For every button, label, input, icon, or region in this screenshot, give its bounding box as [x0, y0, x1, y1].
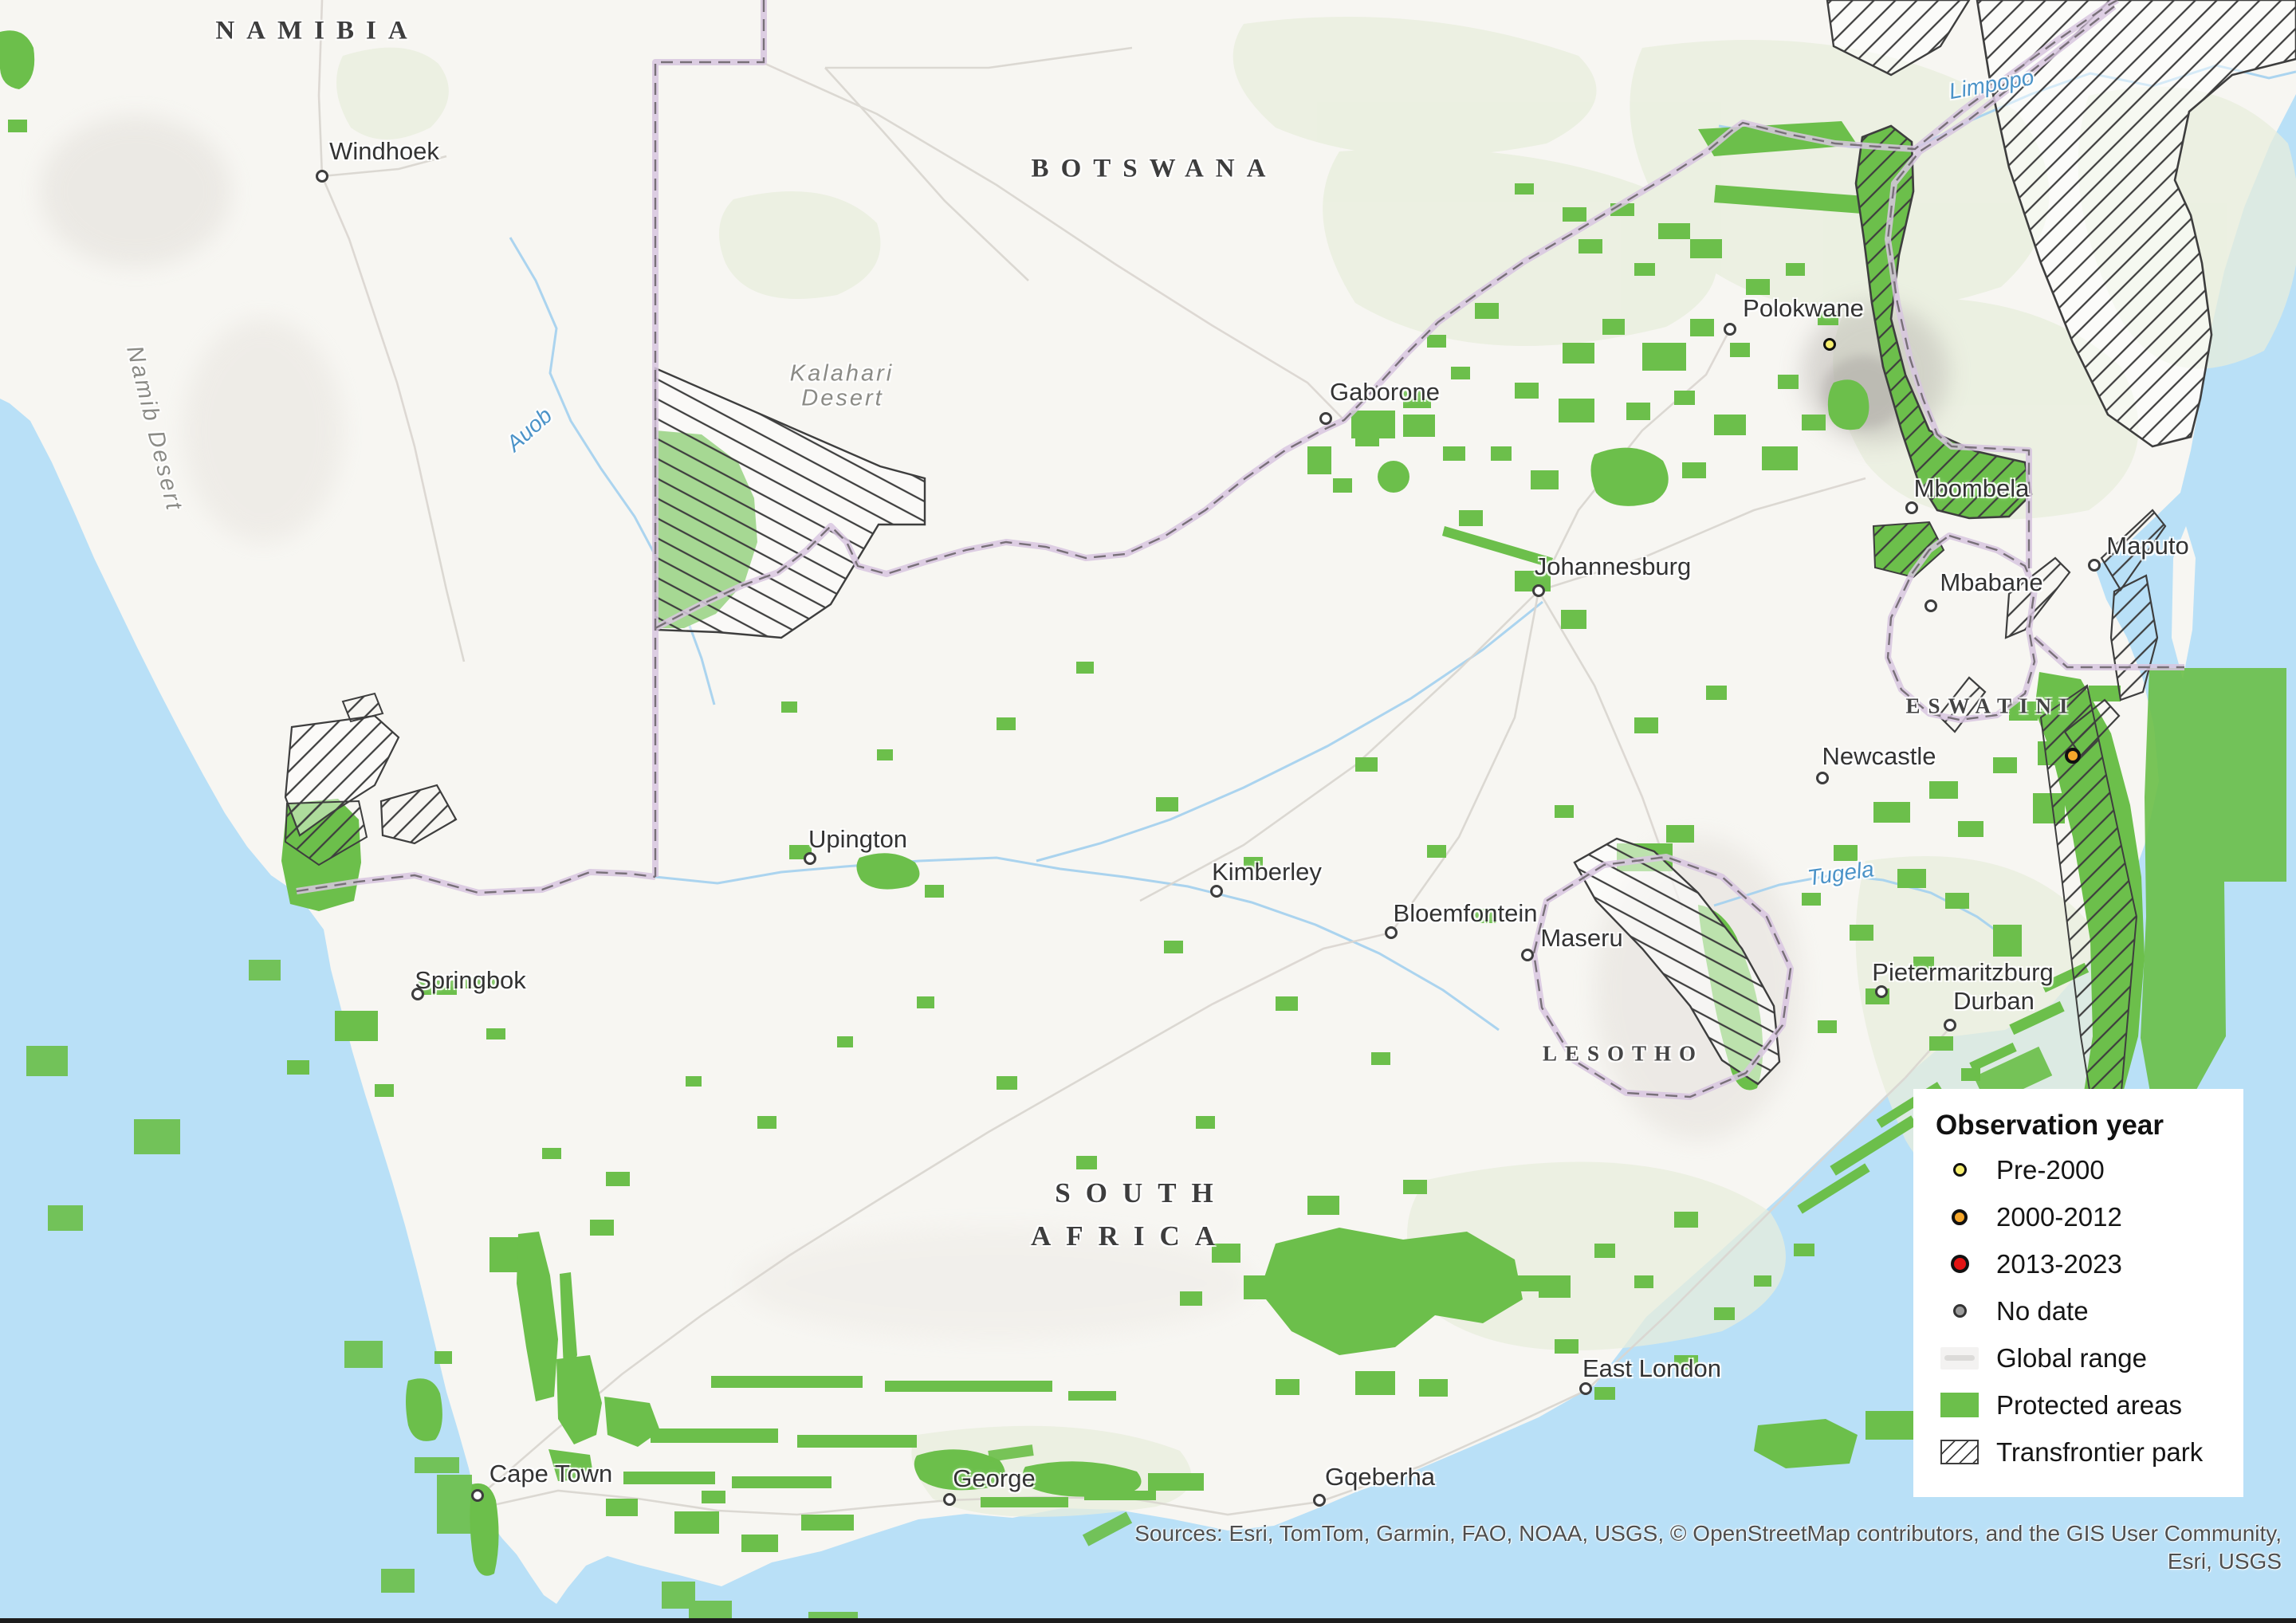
- legend-item-no-date: No date: [1913, 1287, 2243, 1334]
- label-gaborone: Gaborone: [1330, 378, 1440, 406]
- label-east-london: East London: [1582, 1354, 1722, 1382]
- label-eswatini: ESWATINI: [1905, 694, 2076, 718]
- legend-marker-protected-icon: [1940, 1393, 1979, 1417]
- label-south: SOUTH: [1055, 1177, 1229, 1208]
- legend-marker-pre-2000-icon: [1940, 1163, 1979, 1177]
- label-kimberley: Kimberley: [1212, 858, 1322, 886]
- label-johannesburg: Johannesburg: [1534, 552, 1692, 580]
- city-marker-windhoek: [316, 170, 328, 183]
- legend-marker-global-range-icon: [1940, 1346, 1979, 1370]
- legend-marker-2000-2012-icon: [1940, 1208, 1979, 1225]
- city-marker-bloemfontein: [1385, 926, 1398, 939]
- label-durban: Durban: [1953, 987, 2035, 1015]
- transfrontier-parks: [284, 0, 2296, 1126]
- city-marker-cape-town: [471, 1489, 484, 1502]
- label-cape-town: Cape Town: [489, 1460, 613, 1487]
- legend-item-2000-2012: 2000-2012: [1913, 1193, 2243, 1240]
- legend-label-pre-2000: Pre-2000: [1996, 1154, 2105, 1185]
- legend-item-pre-2000: Pre-2000: [1913, 1146, 2243, 1193]
- label-maseru: Maseru: [1540, 924, 1623, 952]
- city-marker-newcastle: [1816, 772, 1829, 784]
- label-africa: AFRICA: [1030, 1220, 1231, 1252]
- observation-dot-obs-pre-2000[interactable]: [1823, 338, 1836, 351]
- city-marker-maseru: [1521, 949, 1534, 961]
- legend-item-protected: Protected areas: [1913, 1381, 2243, 1428]
- legend-item-transfrontier: Transfrontier park: [1913, 1428, 2243, 1476]
- label-botswana: BOTSWANA: [1031, 154, 1278, 183]
- label-desert: Desert: [801, 385, 884, 411]
- label-kalahari: Kalahari: [789, 360, 894, 387]
- city-marker-johannesburg: [1532, 584, 1545, 597]
- legend-label-2013-2023: 2013-2023: [1996, 1248, 2122, 1279]
- city-marker-pietermaritzburg: [1875, 985, 1888, 998]
- city-marker-durban: [1944, 1019, 1956, 1032]
- legend-item-2013-2023: 2013-2023: [1913, 1240, 2243, 1287]
- legend-label-2000-2012: 2000-2012: [1996, 1201, 2122, 1232]
- city-marker-polokwane: [1724, 323, 1736, 336]
- label-springbok: Springbok: [415, 966, 526, 994]
- city-marker-kimberley: [1210, 885, 1223, 898]
- city-marker-springbok: [411, 988, 424, 1000]
- legend-marker-2013-2023-icon: [1940, 1255, 1979, 1273]
- label-george: George: [953, 1464, 1036, 1492]
- label-namibia: NAMIBIA: [215, 16, 419, 45]
- legend-item-global-range: Global range: [1913, 1334, 2243, 1381]
- legend-label-protected: Protected areas: [1996, 1389, 2182, 1420]
- label-mbabane: Mbabane: [1940, 568, 2043, 596]
- attribution: Sources: Esri, TomTom, Garmin, FAO, NOAA…: [1134, 1519, 2282, 1575]
- city-marker-george: [943, 1493, 956, 1506]
- legend: Observation year Pre-2000 2000-2012 2013-2…: [1913, 1089, 2243, 1497]
- city-marker-upington: [804, 852, 816, 865]
- legend-label-no-date: No date: [1996, 1295, 2089, 1326]
- attribution-line1: Sources: Esri, TomTom, Garmin, FAO, NOAA…: [1134, 1521, 2282, 1546]
- legend-title: Observation year: [1936, 1110, 2164, 1141]
- label-pietermaritzburg: Pietermaritzburg: [1872, 958, 2054, 986]
- legend-label-global-range: Global range: [1996, 1342, 2147, 1373]
- city-marker-maputo: [2088, 559, 2101, 572]
- label-windhoek: Windhoek: [329, 137, 439, 165]
- observation-dot-obs-2000-2012[interactable]: [2065, 748, 2081, 764]
- city-marker-mbabane: [1924, 599, 1937, 612]
- attribution-line2: Esri, USGS: [2167, 1549, 2282, 1574]
- legend-marker-transfrontier-icon: [1940, 1440, 1979, 1464]
- label-gqeberha: Gqeberha: [1325, 1463, 1435, 1491]
- city-marker-gaborone: [1319, 412, 1332, 425]
- city-marker-gqeberha: [1313, 1494, 1326, 1507]
- label-newcastle: Newcastle: [1822, 742, 1936, 770]
- legend-items: Pre-2000 2000-2012 2013-2023 No date Global …: [1913, 1146, 2243, 1476]
- peninsula: [2172, 526, 2196, 679]
- legend-marker-no-date-icon: [1940, 1304, 1979, 1318]
- label-lesotho: LESOTHO: [1542, 1041, 1704, 1066]
- legend-label-transfrontier: Transfrontier park: [1996, 1436, 2204, 1467]
- label-mbombela: Mbombela: [1913, 474, 2030, 502]
- label-bloemfontein: Bloemfontein: [1393, 899, 1538, 927]
- label-maputo: Maputo: [2106, 532, 2189, 560]
- label-polokwane: Polokwane: [1743, 294, 1864, 322]
- bottom-edge-bar: [0, 1618, 2296, 1623]
- label-upington: Upington: [808, 825, 908, 853]
- city-marker-east-london: [1579, 1382, 1592, 1395]
- country-borders: [296, 0, 2184, 1100]
- city-marker-mbombela: [1905, 501, 1918, 514]
